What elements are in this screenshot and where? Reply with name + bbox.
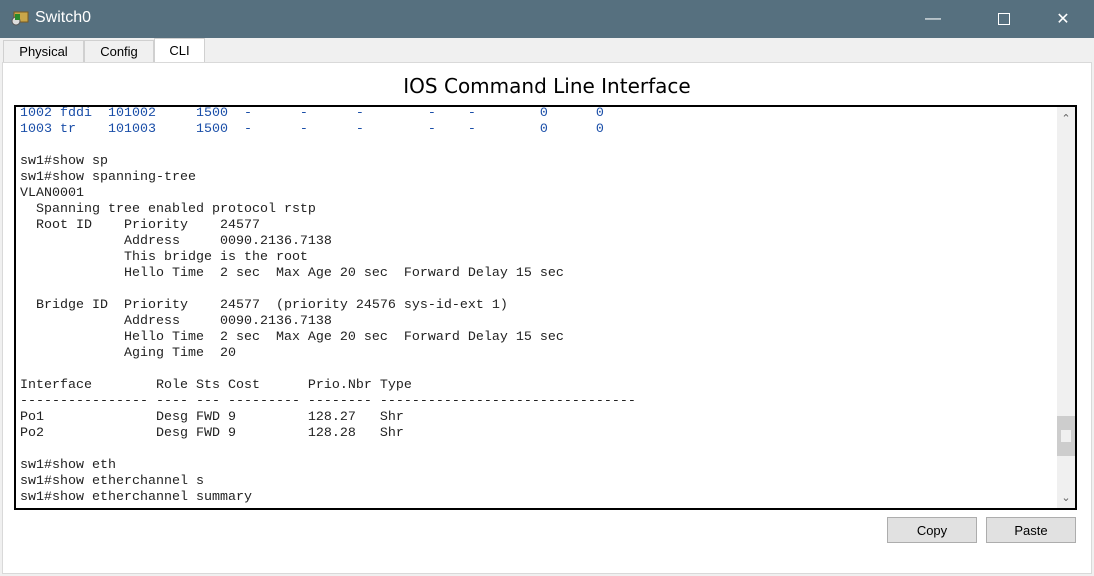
packet-tracer-device-icon	[11, 11, 29, 26]
vertical-scrollbar[interactable]: ⌃ ⌄	[1057, 107, 1075, 508]
cli-line: Interface Role Sts Cost Prio.Nbr Type	[20, 378, 412, 393]
tab-physical[interactable]: Physical	[3, 40, 84, 62]
cli-line: Aging Time 20	[20, 346, 236, 361]
cli-line: This bridge is the root	[20, 250, 308, 265]
cli-line	[20, 442, 636, 458]
cli-line: Bridge ID Priority 24577 (priority 24576…	[20, 298, 508, 313]
cli-line: Spanning tree enabled protocol rstp	[20, 202, 316, 217]
scroll-down-icon[interactable]: ⌄	[1061, 491, 1071, 504]
close-icon: ✕	[1056, 11, 1070, 28]
tab-cli[interactable]: CLI	[154, 38, 205, 62]
close-button[interactable]: ✕	[1040, 0, 1086, 38]
minimize-button[interactable]: —	[910, 0, 956, 38]
cli-line: VLAN0001	[20, 186, 84, 201]
cli-output: 1002 fddi 101002 1500 - - - - - 0 0 1003 …	[20, 106, 636, 506]
cli-line: sw1#show etherchannel s	[20, 474, 204, 489]
cli-line: Hello Time 2 sec Max Age 20 sec Forward …	[20, 330, 564, 345]
window-title: Switch0	[35, 9, 92, 26]
copy-button[interactable]: Copy	[887, 517, 977, 543]
maximize-button[interactable]	[981, 0, 1027, 38]
cli-line: 1002 fddi 101002 1500 - - - - - 0 0	[20, 106, 604, 121]
scrollbar-thumb[interactable]	[1057, 416, 1075, 456]
cli-line: ---------------- ---- --- --------- ----…	[20, 394, 636, 409]
cli-line: Address 0090.2136.7138	[20, 234, 332, 249]
cli-line	[20, 282, 636, 298]
tab-config[interactable]: Config	[84, 40, 154, 62]
cli-heading: IOS Command Line Interface	[403, 74, 691, 98]
cli-line: Address 0090.2136.7138	[20, 314, 332, 329]
maximize-icon	[998, 13, 1010, 25]
cli-line: sw1#show etherchannel summary	[20, 490, 252, 505]
cli-line: 1003 tr 101003 1500 - - - - - 0 0	[20, 122, 604, 137]
minimize-icon: —	[925, 10, 941, 27]
paste-button[interactable]: Paste	[986, 517, 1076, 543]
cli-line: sw1#show eth	[20, 458, 116, 473]
scroll-up-icon[interactable]: ⌃	[1061, 112, 1071, 125]
cli-line: Hello Time 2 sec Max Age 20 sec Forward …	[20, 266, 564, 281]
cli-line: sw1#show sp	[20, 154, 108, 169]
cli-line	[20, 362, 636, 378]
cli-line: Root ID Priority 24577	[20, 218, 260, 233]
cli-line: Po2 Desg FWD 9 128.28 Shr	[20, 426, 404, 441]
tab-bar: Physical Config CLI	[0, 38, 1094, 62]
cli-line	[20, 138, 636, 154]
cli-terminal[interactable]: 1002 fddi 101002 1500 - - - - - 0 0 1003 …	[14, 105, 1077, 510]
title-bar: Switch0 — ✕	[0, 0, 1094, 38]
cli-line: Po1 Desg FWD 9 128.27 Shr	[20, 410, 404, 425]
cli-line: sw1#show spanning-tree	[20, 170, 196, 185]
